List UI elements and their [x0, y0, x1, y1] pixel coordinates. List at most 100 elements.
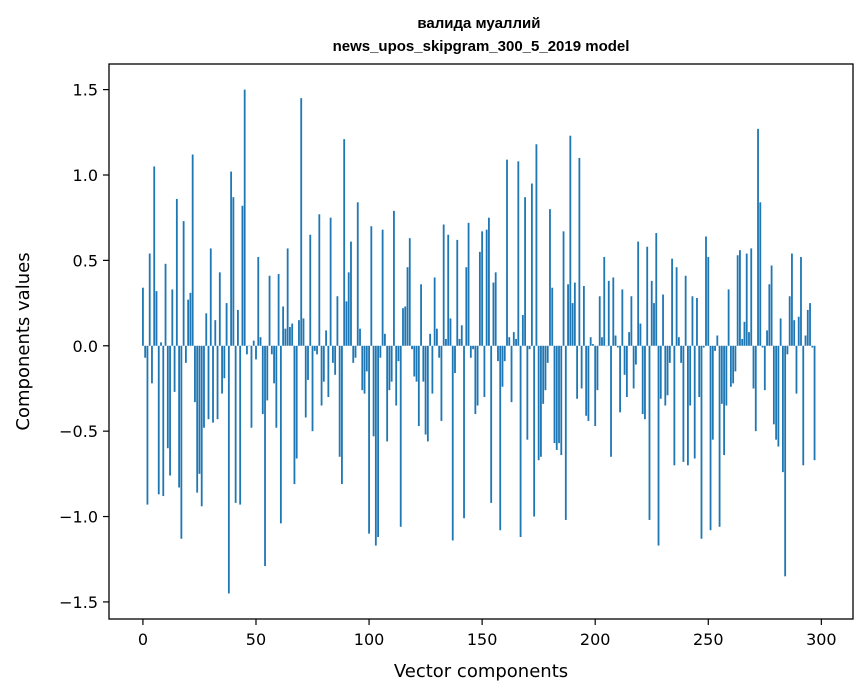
bar — [734, 345, 737, 372]
bar — [431, 345, 434, 394]
y-axis-label: Components values — [13, 252, 34, 430]
bar — [388, 345, 391, 391]
bar — [786, 345, 789, 355]
bar — [257, 256, 260, 346]
bar — [352, 345, 355, 363]
bar — [331, 345, 334, 363]
bar — [424, 345, 427, 435]
bar — [564, 345, 567, 520]
bar — [745, 253, 748, 346]
y-tick-label: 1.5 — [73, 81, 98, 100]
bar — [218, 272, 221, 346]
bar — [436, 328, 438, 346]
bar — [614, 335, 617, 346]
bar — [797, 316, 800, 346]
bar — [729, 345, 732, 387]
bar — [433, 277, 436, 346]
bar — [318, 214, 321, 346]
bar — [212, 345, 214, 423]
bar — [716, 335, 719, 346]
bar — [322, 345, 325, 382]
bar — [555, 345, 558, 450]
bar — [175, 198, 178, 346]
bar — [623, 345, 626, 375]
bar — [506, 159, 508, 346]
bar — [406, 267, 409, 346]
bar — [594, 345, 597, 427]
bar — [469, 345, 472, 358]
bar — [442, 224, 445, 346]
bar — [757, 128, 759, 346]
y-tick-label: −1.0 — [59, 508, 98, 527]
bar — [494, 272, 497, 346]
bar — [460, 325, 463, 346]
bar — [200, 345, 203, 507]
bar — [582, 286, 585, 346]
bar — [307, 345, 309, 380]
bar — [540, 345, 542, 457]
bar — [223, 345, 226, 379]
bar — [720, 345, 723, 404]
bar — [528, 345, 531, 350]
bar — [718, 345, 721, 527]
bar — [521, 315, 524, 346]
bar — [440, 345, 443, 421]
bar — [693, 345, 696, 459]
bar — [151, 345, 153, 384]
bar — [316, 345, 318, 355]
bar — [607, 280, 610, 346]
bar — [793, 320, 796, 346]
bar — [230, 171, 233, 346]
bar — [302, 318, 305, 346]
bar — [576, 345, 579, 399]
bar — [155, 291, 158, 346]
bar — [478, 251, 481, 346]
bar — [162, 345, 165, 497]
bar — [544, 345, 547, 391]
bar — [533, 345, 536, 517]
bar — [711, 345, 714, 440]
bar — [725, 345, 728, 406]
bar — [205, 313, 208, 346]
bar — [390, 345, 393, 382]
bar — [377, 345, 380, 538]
bar — [449, 318, 452, 346]
bar — [635, 345, 637, 365]
bar — [795, 345, 798, 394]
bar — [445, 338, 447, 346]
bar — [648, 345, 651, 520]
bar — [438, 345, 441, 358]
bars-group — [142, 89, 816, 594]
bar — [646, 246, 649, 346]
bar — [291, 323, 294, 346]
x-tick-label: 250 — [693, 630, 724, 649]
bar — [164, 263, 167, 346]
bar — [207, 345, 210, 420]
bar — [702, 345, 705, 348]
bar — [255, 345, 257, 360]
chart-title-line-2: news_upos_skipgram_300_5_2019 model — [333, 38, 630, 55]
bar — [169, 345, 171, 476]
bar — [239, 345, 242, 505]
bar — [621, 289, 624, 346]
bar — [551, 287, 554, 346]
bar — [329, 217, 332, 346]
bar — [227, 345, 230, 594]
bar — [325, 330, 327, 346]
bar — [420, 284, 422, 346]
bar — [691, 296, 694, 346]
bar — [336, 296, 339, 346]
bar — [422, 345, 425, 382]
x-tick-label: 200 — [580, 630, 611, 649]
bar — [264, 345, 266, 567]
bar — [616, 345, 619, 348]
bar — [641, 345, 644, 415]
bar — [775, 345, 778, 440]
bar — [800, 256, 802, 346]
bar — [630, 296, 633, 346]
bar — [189, 292, 192, 346]
bar — [465, 267, 468, 346]
y-tick-label: 0.5 — [73, 251, 98, 270]
bar — [732, 345, 735, 384]
bar — [804, 335, 807, 346]
